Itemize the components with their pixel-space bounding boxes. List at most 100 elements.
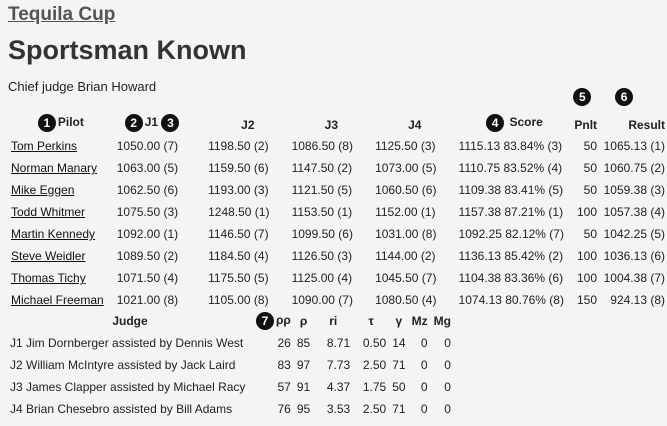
j1-header: 2 J1 3 (115, 108, 206, 135)
j1-score-cell: 1062.50 (6) (116, 183, 179, 197)
judges-table: Judge 7 ρρ ρ ri τ γ Mz Mg J1 Jim Dornberg… (7, 310, 454, 420)
ri-cell: 8.71 (326, 336, 351, 350)
rho-cell: 97 (296, 358, 311, 372)
mz-cell: 0 (420, 336, 428, 350)
mg-cell: 0 (444, 380, 451, 394)
penalty-cell: 100 (577, 249, 598, 263)
judge-row: J2 William McIntyre assisted by Jack Lai… (7, 354, 454, 376)
score-cell: 1109.38 83.41% (5) (458, 183, 564, 197)
rho-rho-cell: 57 (277, 380, 291, 394)
j2-score-cell: 1198.50 (2) (208, 139, 269, 153)
mg-cell: 0 (444, 336, 451, 350)
pnlt-header: 5 Pnlt (573, 88, 598, 132)
result-cell: 1060.75 (2) (603, 161, 665, 175)
ri-cell: 3.53 (326, 402, 351, 416)
j3-score-cell: 1125.00 (4) (291, 271, 353, 285)
pilot-cell: Norman Manary (7, 157, 115, 179)
j3-score-cell: 1126.50 (3) (291, 249, 353, 263)
j4-score-cell: 1080.50 (4) (375, 293, 437, 307)
score-cell: 1110.75 83.52% (4) (458, 161, 563, 175)
pilot-cell: Michael Freeman (7, 289, 115, 311)
penalty-cell: 150 (577, 293, 598, 307)
rho-rho-cell: 83 (277, 358, 291, 372)
chief-judge-text: Chief judge Brian Howard (8, 79, 157, 94)
j4-score-cell: 1060.50 (6) (375, 183, 437, 197)
marker-6-icon: 6 (615, 88, 634, 106)
j2-score-cell: 1193.00 (3) (208, 183, 269, 197)
penalty-cell: 100 (577, 271, 598, 285)
rho-cell: 91 (296, 380, 311, 394)
j1-score-cell: 1050.00 (7) (116, 139, 179, 153)
pilot-link[interactable]: Martin Kennedy (11, 227, 96, 241)
gamma-cell: 14 (392, 336, 406, 350)
ri-cell: 7.73 (326, 358, 351, 372)
j2-score-cell: 1105.00 (8) (208, 293, 269, 307)
penalty-cell: 50 (583, 183, 598, 197)
rho-cell: 85 (296, 336, 311, 350)
score-cell: 1104.38 83.36% (6) (458, 271, 564, 285)
rho-cell: 95 (296, 402, 311, 416)
tau-cell: 1.75 (362, 380, 387, 394)
marker-3-icon: 3 (161, 114, 180, 132)
marker-5-icon: 5 (573, 88, 592, 106)
mz-header: Mz (411, 314, 428, 328)
pilot-link[interactable]: Tom Perkins (11, 139, 78, 153)
pilot-link[interactable]: Todd Whitmer (11, 205, 86, 219)
competition-link[interactable]: Tequila Cup (8, 4, 116, 25)
results-row: Tom Perkins 1050.00 (7) 1198.50 (2) 1086.50… (7, 135, 667, 157)
j2-score-cell: 1146.50 (7) (208, 227, 269, 241)
judge-name-cell: J2 William McIntyre assisted by Jack Lai… (10, 358, 236, 372)
tau-cell: 2.50 (362, 358, 387, 372)
ri-cell: 4.37 (326, 380, 351, 394)
j4-header: J4 (408, 118, 422, 132)
marker-7-icon: 7 (256, 312, 274, 330)
pilot-link[interactable]: Thomas Tichy (11, 271, 86, 285)
result-cell: 924.13 (8) (610, 293, 665, 307)
class-title: Sportsman Known (8, 35, 247, 65)
result-cell: 1057.38 (4) (603, 205, 665, 219)
pilot-link[interactable]: Norman Manary (11, 161, 98, 175)
judge-header: Judge (112, 314, 148, 328)
score-cell: 1074.13 80.76% (8) (458, 293, 564, 307)
pilot-header: 1 Pilot (7, 108, 115, 135)
j4-score-cell: 1125.50 (3) (375, 139, 436, 153)
j4-score-cell: 1144.00 (2) (375, 249, 436, 263)
j3-score-cell: 1153.50 (1) (291, 205, 353, 219)
j4-score-cell: 1031.00 (8) (375, 227, 437, 241)
j3-score-cell: 1099.50 (6) (291, 227, 353, 241)
j4-score-cell: 1073.00 (5) (375, 161, 437, 175)
penalty-cell: 100 (577, 205, 598, 219)
pilot-cell: Todd Whitmer (7, 201, 115, 223)
j2-score-cell: 1184.50 (4) (208, 249, 269, 263)
j1-score-cell: 1071.50 (4) (116, 271, 179, 285)
pilot-link[interactable]: Michael Freeman (11, 293, 104, 307)
mz-cell: 0 (420, 402, 428, 416)
result-cell: 1059.38 (3) (603, 183, 665, 197)
pilot-link[interactable]: Mike Eggen (11, 183, 75, 197)
results-table: 1 Pilot 2 J1 3 J2 J3 J4 4 Score 5 Pnlt 6 Res… (7, 88, 667, 311)
tau-cell: 0.50 (362, 336, 387, 350)
j1-score-cell: 1092.00 (1) (116, 227, 179, 241)
j2-score-cell: 1175.50 (5) (208, 271, 269, 285)
score-cell: 1157.38 87.21% (1) (458, 205, 564, 219)
result-header: 6 Result (599, 88, 667, 135)
j3-score-cell: 1090.00 (7) (291, 293, 353, 307)
j3-header: J3 (324, 118, 338, 132)
results-header-row: 1 Pilot 2 J1 3 J2 J3 J4 4 Score 5 Pnlt 6 Res… (7, 88, 667, 135)
result-cell: 1004.38 (7) (603, 271, 665, 285)
score-cell: 1115.13 83.84% (3) (458, 139, 563, 153)
judge-name-cell: J3 James Clapper assisted by Michael Rac… (10, 380, 246, 394)
score-cell: 1136.13 85.42% (2) (458, 249, 564, 263)
j3-score-cell: 1121.50 (5) (291, 183, 353, 197)
pilot-cell: Tom Perkins (7, 135, 115, 157)
mg-cell: 0 (444, 402, 451, 416)
ri-header: ri (329, 314, 338, 328)
results-row: Todd Whitmer 1075.50 (3) 1248.50 (1) 1153.5… (7, 201, 667, 223)
rho-rho-cell: 26 (277, 336, 291, 350)
mz-cell: 0 (420, 380, 428, 394)
j1-score-cell: 1063.00 (5) (116, 161, 179, 175)
pilot-link[interactable]: Steve Weidler (11, 249, 86, 263)
j2-score-cell: 1248.50 (1) (208, 205, 270, 219)
score-header: 4 Score (457, 108, 573, 135)
results-row: Thomas Tichy 1071.50 (4) 1175.50 (5) 1125.0… (7, 267, 667, 289)
